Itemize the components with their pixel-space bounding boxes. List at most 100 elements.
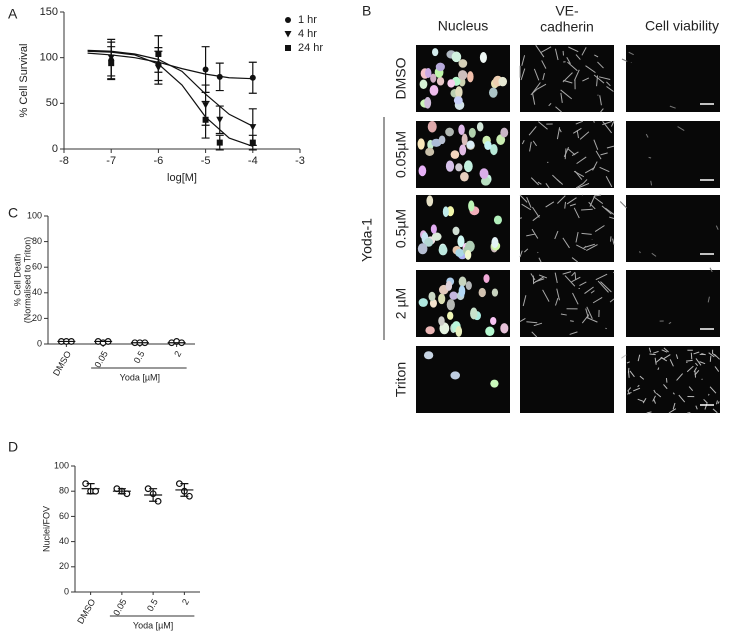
y-tick-label: 150 [40,6,58,18]
fit-curve [87,50,253,147]
nucleus [446,299,455,311]
stain [650,180,653,186]
junction [581,47,587,56]
stain [712,353,717,357]
junction [602,120,613,134]
nucleus [457,235,465,248]
legend-marker [284,31,292,38]
junction [531,82,541,95]
junction [597,280,609,293]
junction [538,274,548,279]
junction [605,176,613,188]
stain [694,370,697,378]
x-tick-label: 0.5 [145,597,160,613]
x-tick-label: 2 [172,349,183,358]
stain [657,367,660,371]
marker [202,66,209,73]
nucleus [428,291,436,302]
junction [533,68,540,81]
y-tick-label: 40 [32,287,42,297]
stain [663,347,669,353]
stain [653,350,659,354]
stain [637,354,641,362]
nucleus [452,226,460,236]
stain [695,358,702,366]
junction [564,275,576,287]
nucleus [436,76,445,86]
nucleus [451,51,462,63]
junction [571,151,579,156]
junction [566,57,571,64]
junction [548,102,552,107]
stain [672,402,676,410]
y-axis-label: (Normalised to Triton) [22,237,32,324]
junction [538,257,542,263]
junction [588,201,596,210]
sd-bar [149,488,158,502]
nucleus [424,97,432,109]
junction [562,271,572,275]
junction [555,297,559,306]
stain [637,384,640,388]
junction [581,208,593,211]
nucleus [493,215,502,225]
y-tick-label: 50 [46,97,58,109]
junction [555,106,562,113]
junction [521,55,526,66]
junction [586,306,593,319]
junction [597,61,604,69]
nucleus [498,76,508,87]
x-tick-label: -5 [201,155,211,167]
nucleus [491,236,499,249]
x-axis-label: log[M] [167,172,197,184]
junction [533,276,545,284]
row-label: Triton [393,362,409,397]
panel-label: C [8,205,18,221]
junction [575,120,584,125]
junction [519,194,528,203]
junction [594,54,599,58]
micrograph [520,121,614,188]
y-tick-label: 40 [59,536,69,546]
legend-marker [285,45,291,51]
stain [661,349,668,353]
junction [592,161,598,171]
x-tick-label: 0.05 [111,597,128,617]
junction [563,79,573,84]
stain [707,296,710,303]
stain [637,398,645,403]
micrograph [626,346,720,413]
junction [576,156,587,165]
junction [560,313,567,316]
stain [668,321,672,325]
junction [542,289,550,302]
junction [592,297,603,304]
nucleus [479,51,487,64]
junction [537,181,542,185]
stain [639,251,641,254]
junction [594,225,605,232]
stain [639,375,645,380]
junction [584,286,594,294]
panel-label: A [8,6,18,22]
y-tick-label: 80 [59,486,69,496]
junction [605,207,615,215]
junction [567,61,578,72]
stain [699,361,706,365]
nucleus [458,276,467,287]
junction [610,120,615,127]
nucleus [468,127,476,138]
nucleus [466,140,475,149]
panel-label: D [8,439,18,455]
stain [672,392,675,395]
nucleus [455,86,463,98]
junction [554,48,559,61]
nucleus [458,59,468,68]
column-header: Cell viability [645,18,719,34]
y-tick-label: 20 [32,313,42,323]
junction [596,75,599,87]
y-tick-label: 0 [37,338,42,348]
y-axis-label: % Cell Survival [18,44,30,118]
nucleus [479,168,489,179]
nucleus [445,127,454,137]
